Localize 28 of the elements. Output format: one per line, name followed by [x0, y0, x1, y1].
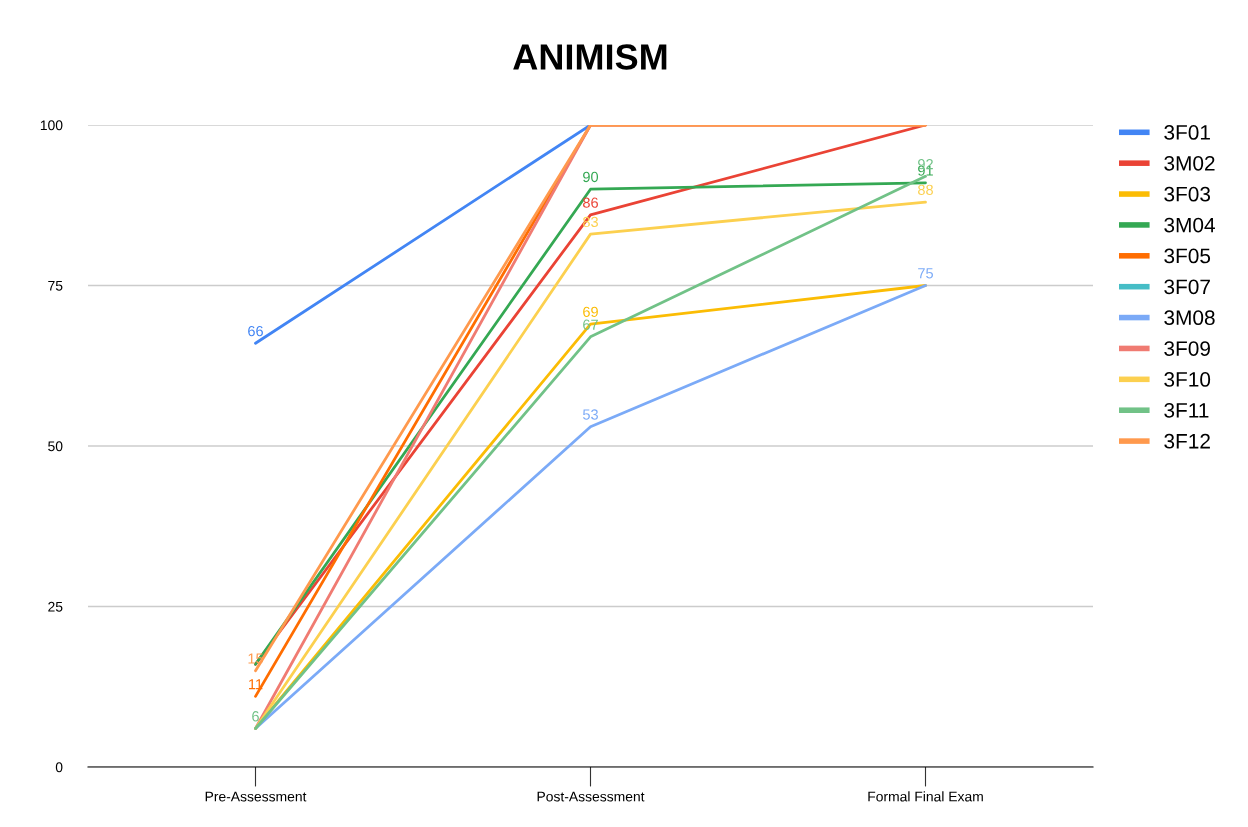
- data-label: 66: [248, 325, 263, 337]
- data-label: 6: [252, 711, 259, 722]
- data-label: 53: [582, 409, 598, 420]
- data-label: 75: [918, 268, 933, 279]
- legend-label: 3F12: [1164, 433, 1210, 449]
- data-label: 86: [583, 197, 598, 208]
- y-tick-label: 25: [48, 601, 63, 612]
- legend-label: 3F10: [1164, 372, 1211, 387]
- legend-label: 3M02: [1164, 155, 1215, 171]
- legend-label: 3F05: [1164, 248, 1211, 264]
- x-tick-label: Pre-Assessment: [205, 791, 307, 802]
- data-label: 69: [583, 306, 598, 317]
- chart-title: ANIMISM: [513, 44, 667, 70]
- x-tick-label: Formal Final Exam: [868, 791, 983, 802]
- legend-label: 3F07: [1164, 279, 1210, 295]
- legend-label: 3F11: [1164, 402, 1209, 418]
- data-label: 90: [583, 171, 599, 183]
- y-tick-label: 50: [48, 441, 63, 452]
- legend-label: 3F09: [1164, 341, 1210, 356]
- legend-label: 3F03: [1164, 186, 1211, 202]
- legend-label: 3F01: [1164, 125, 1210, 140]
- legend-label: 3M04: [1164, 217, 1215, 233]
- y-tick-label: 0: [55, 762, 63, 773]
- legend-label: 3M08: [1164, 310, 1215, 326]
- x-tick-label: Post-Assessment: [537, 791, 645, 802]
- y-tick-label: 75: [48, 280, 63, 291]
- y-tick-label: 100: [40, 120, 63, 131]
- data-label: 88: [918, 184, 933, 195]
